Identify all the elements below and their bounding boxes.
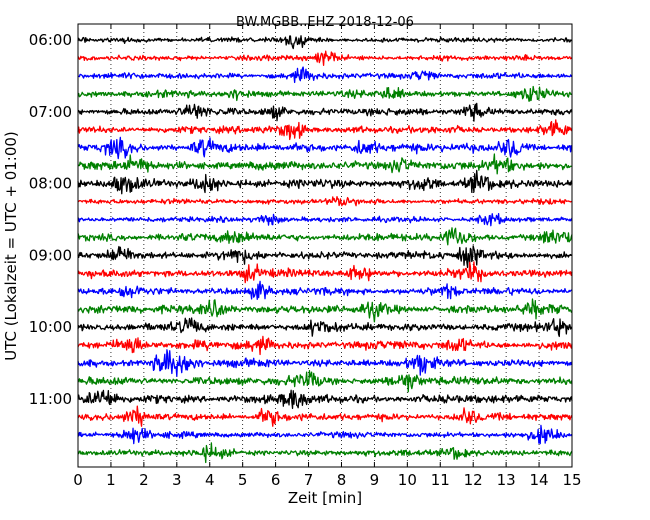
- trace-line: [77, 227, 573, 246]
- x-tick-label: 2: [139, 471, 149, 489]
- grid-lines: [110, 24, 540, 467]
- x-tick-label: 1: [106, 471, 116, 489]
- y-tick-label: 08:00: [29, 175, 72, 193]
- trace-line: [77, 136, 573, 160]
- trace-line: [77, 389, 573, 410]
- trace-line: [77, 370, 573, 393]
- x-tick-label: 3: [172, 471, 182, 489]
- trace-line: [77, 119, 573, 141]
- x-tick-label: 5: [238, 471, 248, 489]
- trace-line: [77, 85, 573, 102]
- y-tick-label: 11:00: [29, 390, 72, 408]
- trace-line: [77, 35, 573, 50]
- x-axis-label: Zeit [min]: [288, 489, 362, 507]
- x-tick-label: 13: [497, 471, 516, 489]
- x-tick-label: 6: [271, 471, 281, 489]
- trace-group: [77, 35, 573, 464]
- x-tick-label: 7: [304, 471, 314, 489]
- y-tick-label: 10:00: [29, 318, 72, 336]
- y-tick-label: 09:00: [29, 246, 72, 264]
- x-tick-label: 15: [562, 471, 581, 489]
- trace-line: [77, 280, 573, 300]
- trace-line: [77, 424, 573, 445]
- trace-line: [77, 298, 573, 323]
- plot-frame: [77, 23, 573, 468]
- chart-title: BW.MGBB..EHZ 2018-12-06: [236, 15, 414, 30]
- x-tick-label: 8: [337, 471, 347, 489]
- trace-line: [77, 349, 573, 377]
- trace-line: [77, 102, 573, 122]
- y-tick-label: 06:00: [29, 31, 72, 49]
- y-axis: 06:00 07:00 08:00 09:00 10:00 11:00: [29, 31, 572, 408]
- x-axis: 0 1 2 3 4 5 6 7 8 9 10 11 12 13 14 15: [73, 24, 582, 489]
- x-tick-label: 4: [205, 471, 215, 489]
- trace-line: [77, 317, 573, 338]
- y-axis-label: UTC (Lokalzeit = UTC + 01:00): [2, 131, 20, 361]
- trace-line: [77, 195, 573, 207]
- trace-line: [77, 335, 573, 356]
- x-tick-label: 14: [530, 471, 549, 489]
- x-tick-label: 9: [370, 471, 380, 489]
- x-tick-label: 12: [464, 471, 483, 489]
- trace-line: [77, 261, 573, 284]
- trace-line: [77, 153, 573, 175]
- y-tick-label: 07:00: [29, 103, 72, 121]
- trace-line: [77, 442, 573, 464]
- trace-line: [77, 405, 573, 427]
- x-tick-label: 11: [431, 471, 450, 489]
- trace-line: [77, 66, 573, 84]
- trace-line: [77, 212, 573, 227]
- x-tick-label: 10: [398, 471, 417, 489]
- trace-line: [77, 169, 573, 195]
- trace-line: [77, 50, 573, 66]
- trace-line: [77, 245, 573, 269]
- x-tick-label: 0: [73, 471, 83, 489]
